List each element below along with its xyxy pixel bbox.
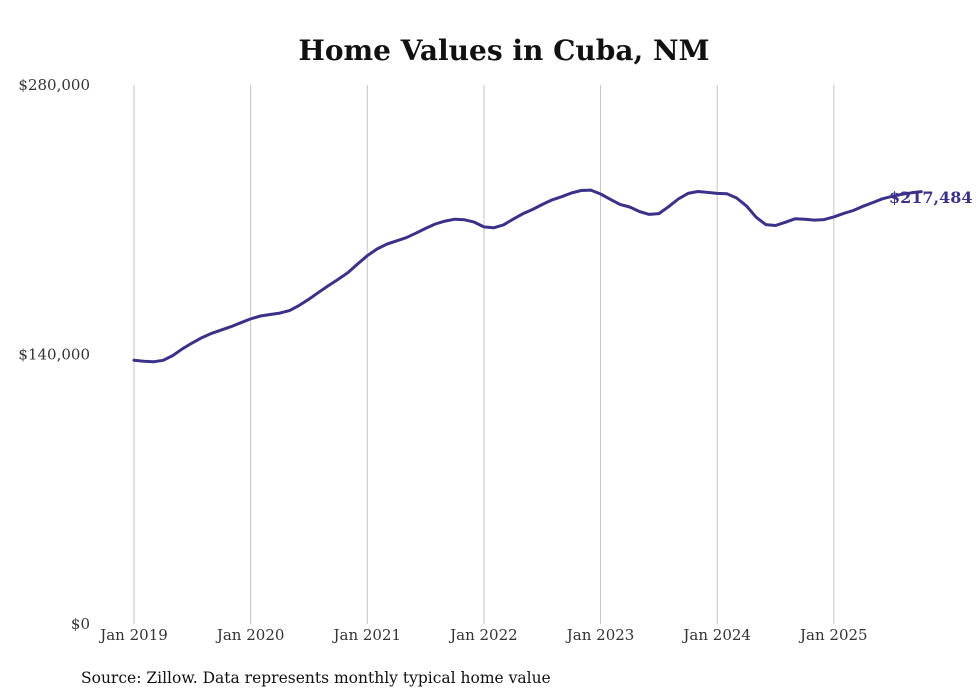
x-axis: Jan 2019 Jan 2020 Jan 2021 Jan 2022 Jan 2023… [98,626,867,644]
x-tick-label: Jan 2024 [681,626,751,644]
gridlines [133,85,835,624]
y-axis: $0 $140,000 $280,000 [18,76,90,633]
x-tick-label: Jan 2019 [98,626,168,644]
y-tick-label: $280,000 [18,76,90,94]
y-tick-label: $140,000 [18,346,90,364]
x-tick-label: Jan 2021 [331,626,401,644]
y-tick-label: $0 [71,615,90,633]
chart-title: Home Values in Cuba, NM [298,34,709,67]
series-line-0 [132,188,923,364]
x-tick-label: Jan 2022 [448,626,518,644]
x-tick-label: Jan 2020 [215,626,285,644]
latest-value-label: $217,484 [889,188,973,207]
source-note: Source: Zillow. Data represents monthly … [81,669,551,687]
x-tick-label: Jan 2023 [565,626,635,644]
series-layer [132,188,923,364]
x-tick-label: Jan 2025 [798,626,868,644]
